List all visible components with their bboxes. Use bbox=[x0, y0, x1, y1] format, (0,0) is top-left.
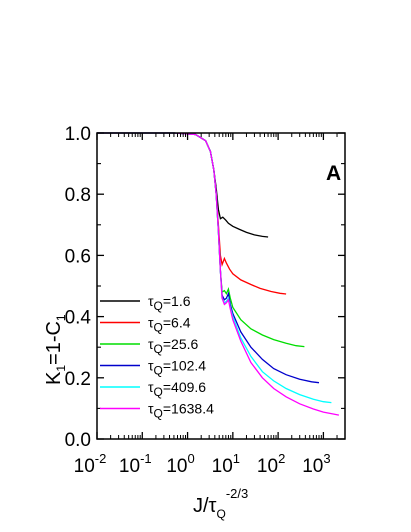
legend: τQ=1.6τQ=6.4τQ=25.6τQ=102.4τQ=409.6τQ=16… bbox=[100, 293, 214, 421]
x-axis-title-sup: -2/3 bbox=[226, 486, 248, 501]
series-line-5 bbox=[97, 132, 340, 416]
series-line-2 bbox=[97, 132, 305, 348]
x-tick-label-3: 101 bbox=[212, 451, 240, 477]
y-tick-label-4: 0.8 bbox=[65, 185, 91, 206]
axis-ticks bbox=[96, 132, 345, 440]
x-axis-title-main: J/τ bbox=[193, 495, 217, 517]
series-line-1 bbox=[97, 132, 287, 295]
x-axis-title-sub: Q bbox=[216, 507, 225, 521]
series-line-0 bbox=[97, 132, 269, 238]
legend-label-4: τQ=409.6 bbox=[148, 379, 206, 399]
legend-label-5: τQ=1638.4 bbox=[148, 401, 214, 421]
plot-content bbox=[97, 132, 340, 416]
tick-labels: 0.0 0.2 0.4 0.6 0.8 1.0 10-2 10-1 100 101 102 103 bbox=[65, 124, 331, 477]
x-tick-label-2: 100 bbox=[166, 451, 194, 477]
legend-label-2: τQ=25.6 bbox=[148, 336, 199, 356]
x-tick-label-4: 102 bbox=[257, 451, 285, 477]
x-tick-label-1: 10-1 bbox=[119, 451, 152, 477]
y-axis-title-part2: =1-C bbox=[43, 321, 65, 365]
x-axis-title: J/τQ-2/3 bbox=[193, 486, 248, 521]
legend-label-3: τQ=102.4 bbox=[148, 358, 206, 378]
y-tick-label-3: 0.6 bbox=[65, 246, 91, 267]
y-axis-title-part1: K bbox=[43, 371, 65, 385]
y-axis-title: K1=1-C1 bbox=[43, 314, 68, 385]
x-tick-label-0: 10-2 bbox=[74, 451, 107, 477]
y-tick-label-1: 0.2 bbox=[65, 369, 91, 390]
y-tick-label-2: 0.4 bbox=[65, 308, 92, 329]
x-tick-label-5: 103 bbox=[302, 451, 330, 477]
panel-label: A bbox=[326, 162, 341, 185]
series-line-3 bbox=[97, 132, 320, 384]
legend-label-0: τQ=1.6 bbox=[148, 293, 191, 313]
y-axis-title-sub1: 1 bbox=[54, 365, 68, 372]
y-axis-title-sub2: 1 bbox=[54, 314, 68, 321]
y-tick-label-0: 0.0 bbox=[65, 430, 91, 451]
y-tick-label-5: 1.0 bbox=[65, 124, 91, 145]
legend-label-1: τQ=6.4 bbox=[148, 315, 191, 335]
